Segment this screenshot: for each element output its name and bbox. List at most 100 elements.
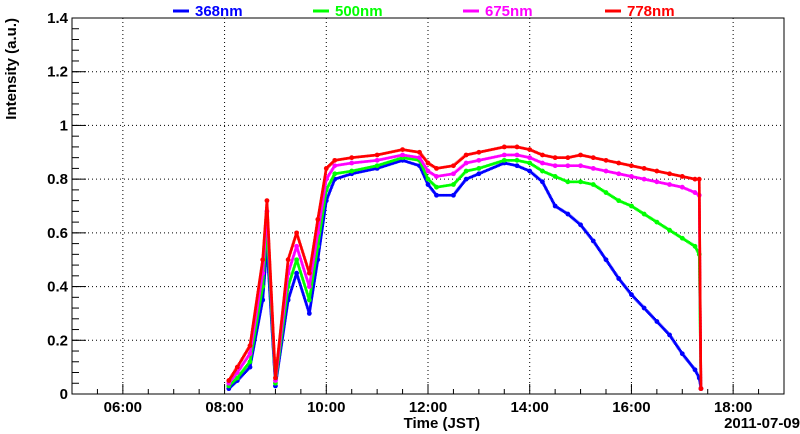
- trace-mark: [324, 180, 328, 184]
- trace-mark: [283, 286, 287, 290]
- trace-mark: [317, 227, 320, 230]
- trace-mark: [308, 282, 312, 285]
- trace-mark: [319, 234, 323, 238]
- trace-mark: [311, 264, 314, 267]
- trace-mark: [284, 277, 288, 281]
- trace-mark: [255, 319, 259, 322]
- trace-mark: [296, 262, 300, 266]
- trace-mark: [306, 266, 309, 269]
- trace-mark: [268, 256, 271, 260]
- trace-mark: [498, 160, 502, 163]
- trace-mark: [259, 271, 263, 275]
- trace-mark: [258, 288, 262, 291]
- trace-mark: [336, 163, 340, 167]
- trace-mark: [442, 193, 446, 197]
- trace-mark: [514, 159, 517, 162]
- trace-mark: [610, 170, 613, 174]
- trace-mark: [299, 244, 303, 248]
- trace-mark: [487, 168, 491, 171]
- trace-mark: [303, 256, 306, 259]
- trace-mark: [418, 160, 422, 163]
- trace-mark: [351, 156, 355, 159]
- trace-mark: [645, 167, 649, 171]
- trace-mark: [493, 165, 496, 169]
- trace-mark: [441, 193, 444, 197]
- trace-mark: [413, 155, 417, 159]
- trace-mark: [257, 295, 261, 299]
- trace-mark: [248, 364, 252, 367]
- y-tick-label: 1.4: [47, 10, 69, 27]
- trace-mark: [569, 164, 573, 168]
- trace-mark: [512, 145, 516, 149]
- trace-mark: [698, 261, 702, 265]
- trace-mark: [328, 181, 332, 185]
- trace-mark: [476, 151, 479, 154]
- trace-mark: [253, 310, 257, 313]
- trace-mark: [551, 163, 554, 167]
- trace-mark: [276, 351, 280, 354]
- trace-mark: [514, 164, 517, 167]
- trace-mark: [252, 339, 255, 343]
- trace-mark: [695, 192, 698, 195]
- trace-mark: [302, 279, 305, 283]
- trace-mark: [261, 294, 265, 297]
- trace-mark: [254, 326, 258, 330]
- trace-mark: [267, 233, 270, 237]
- trace-mark: [572, 164, 576, 168]
- trace-mark: [311, 265, 314, 269]
- trace-mark: [679, 185, 683, 189]
- trace-mark: [420, 164, 424, 168]
- trace-mark: [565, 179, 568, 183]
- trace-mark: [698, 233, 701, 236]
- trace-mark: [509, 153, 512, 157]
- trace-mark: [405, 160, 409, 163]
- trace-mark: [596, 157, 599, 160]
- trace-mark: [672, 184, 676, 187]
- trace-mark: [408, 157, 412, 161]
- trace-mark: [314, 273, 317, 276]
- trace-mark: [324, 205, 327, 208]
- trace-mark: [286, 277, 289, 281]
- trace-mark: [309, 262, 313, 266]
- trace-mark: [555, 175, 558, 179]
- trace-mark: [260, 264, 264, 267]
- trace-mark: [698, 254, 702, 257]
- trace-mark: [297, 265, 301, 269]
- trace-mark: [306, 280, 310, 284]
- trace-mark: [320, 218, 324, 221]
- trace-mark: [531, 157, 534, 161]
- trace-mark: [534, 158, 537, 162]
- trace-mark: [286, 286, 290, 290]
- trace-mark: [318, 209, 321, 212]
- trace-mark: [315, 267, 318, 270]
- trace-mark: [234, 380, 238, 383]
- trace-mark: [474, 173, 478, 177]
- trace-mark: [257, 285, 261, 288]
- trace-mark: [322, 218, 325, 222]
- trace-mark: [259, 307, 263, 311]
- trace-mark: [308, 294, 312, 297]
- trace-mark: [251, 326, 254, 330]
- trace-mark: [699, 384, 703, 387]
- trace-mark: [320, 233, 323, 236]
- trace-mark: [611, 171, 615, 174]
- trace-mark: [309, 303, 313, 306]
- trace-mark: [343, 174, 346, 178]
- trace-mark: [698, 270, 702, 274]
- trace-mark: [287, 295, 291, 299]
- trace-mark: [304, 261, 308, 265]
- trace-mark: [262, 288, 265, 291]
- trace-mark: [586, 155, 589, 158]
- trace-mark: [422, 173, 426, 177]
- trace-mark: [580, 180, 584, 184]
- trace-mark: [300, 260, 303, 264]
- trace-mark: [699, 315, 702, 319]
- trace-mark: [302, 253, 305, 256]
- trace-mark: [690, 177, 694, 180]
- trace-mark: [269, 271, 272, 275]
- trace-mark: [309, 289, 313, 293]
- trace-mark: [425, 180, 429, 184]
- trace-mark: [517, 153, 520, 157]
- trace-mark: [698, 258, 702, 262]
- trace-mark: [391, 159, 394, 163]
